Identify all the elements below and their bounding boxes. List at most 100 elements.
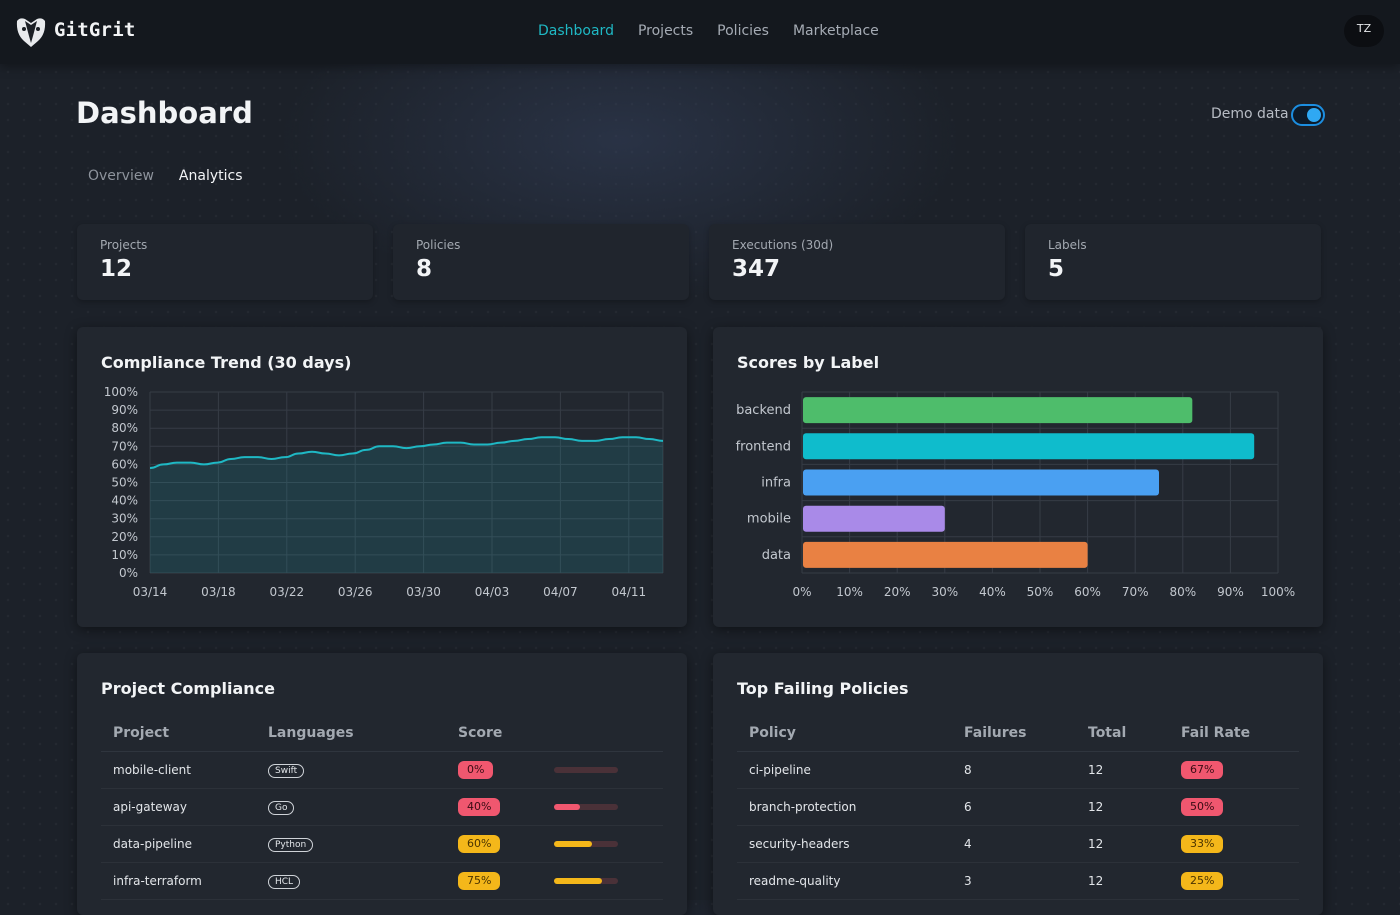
x-tick-label: 70% bbox=[1122, 585, 1149, 599]
score-badge: 0% bbox=[458, 761, 494, 779]
policy-name[interactable]: ci-pipeline bbox=[737, 751, 952, 789]
stat-card-executions: Executions (30d) 347 bbox=[709, 224, 1005, 300]
table-row[interactable]: api-gateway Go 40% bbox=[101, 788, 663, 826]
y-tick-label: 30% bbox=[111, 512, 138, 526]
score-badge: 75% bbox=[458, 872, 501, 890]
x-tick-label: 03/14 bbox=[133, 585, 168, 599]
policy-name[interactable]: security-headers bbox=[737, 825, 952, 863]
table-row[interactable]: security-headers 4 12 33% bbox=[737, 825, 1299, 863]
x-tick-label: 50% bbox=[1027, 585, 1054, 599]
demo-data-toggle[interactable] bbox=[1291, 104, 1325, 126]
x-tick-label: 03/22 bbox=[270, 585, 305, 599]
score-bar-cell bbox=[542, 825, 663, 863]
column-header[interactable]: Policy bbox=[737, 715, 952, 752]
category-label: backend bbox=[736, 403, 791, 418]
y-tick-label: 40% bbox=[111, 494, 138, 508]
card-title: Scores by Label bbox=[737, 353, 880, 372]
tab-overview[interactable]: Overview bbox=[88, 168, 154, 184]
stat-label: Labels bbox=[1048, 238, 1087, 252]
tab-analytics[interactable]: Analytics bbox=[178, 168, 243, 184]
stat-label: Executions (30d) bbox=[732, 238, 834, 252]
card-title: Compliance Trend (30 days) bbox=[101, 353, 352, 372]
x-tick-label: 90% bbox=[1217, 585, 1244, 599]
bar-data[interactable] bbox=[803, 541, 1088, 568]
score-progress-fill bbox=[554, 841, 593, 847]
bar-frontend[interactable] bbox=[803, 433, 1255, 460]
column-header[interactable]: Project bbox=[101, 715, 256, 752]
table-header-row: Policy Failures Total Fail Rate bbox=[737, 715, 1299, 752]
y-tick-label: 0% bbox=[119, 566, 138, 580]
table-row[interactable]: readme-quality 3 12 25% bbox=[737, 862, 1299, 900]
failures-count: 4 bbox=[952, 825, 1076, 863]
project-name[interactable]: infra-terraform bbox=[101, 862, 256, 900]
score-cell: 0% bbox=[446, 751, 542, 789]
user-avatar[interactable]: TZ bbox=[1344, 15, 1384, 47]
score-bar-cell bbox=[542, 862, 663, 900]
x-tick-label: 60% bbox=[1074, 585, 1101, 599]
column-header[interactable]: Failures bbox=[952, 715, 1076, 752]
card-title: Top Failing Policies bbox=[737, 679, 909, 698]
column-header[interactable]: Fail Rate bbox=[1169, 715, 1299, 752]
policy-name[interactable]: readme-quality bbox=[737, 862, 952, 900]
bar-backend[interactable] bbox=[803, 397, 1193, 424]
table-row[interactable]: data-pipeline Python 60% bbox=[101, 825, 663, 863]
trend-area bbox=[150, 437, 663, 573]
x-tick-label: 20% bbox=[884, 585, 911, 599]
project-name[interactable]: mobile-client bbox=[101, 751, 256, 789]
y-tick-label: 90% bbox=[111, 403, 138, 417]
fail-rate-cell: 25% bbox=[1169, 862, 1299, 900]
column-header[interactable]: Total bbox=[1076, 715, 1169, 752]
language-tag: Go bbox=[268, 801, 295, 815]
category-label: infra bbox=[761, 476, 791, 491]
table-row[interactable]: mobile-client Swift 0% bbox=[101, 751, 663, 789]
top-failing-policies-table: Policy Failures Total Fail Rate ci-pipel… bbox=[737, 715, 1299, 900]
scores-by-label-card: Scores by Label 0% 10% 20% 30% 40% 50% 60% 70% 8… bbox=[713, 327, 1323, 627]
compliance-trend-card: Compliance Trend (30 days) 0% 10% 20% 30% 40… bbox=[77, 327, 687, 627]
nav-policies[interactable]: Policies bbox=[717, 23, 769, 39]
y-tick-label: 60% bbox=[111, 457, 138, 471]
nav-dashboard[interactable]: Dashboard bbox=[538, 23, 614, 39]
fail-rate-badge: 25% bbox=[1181, 872, 1224, 890]
x-tick-label: 10% bbox=[836, 585, 863, 599]
page-title: Dashboard bbox=[76, 96, 253, 130]
compliance-trend-chart: 0% 10% 20% 30% 40% 50% 60% 70% 80% 90% 100% 03/14 03… bbox=[104, 385, 664, 599]
main-nav: Dashboard Projects Policies Marketplace bbox=[538, 23, 879, 39]
y-tick-label: 10% bbox=[111, 548, 138, 562]
table-header-row: Project Languages Score bbox=[101, 715, 663, 752]
brand-name[interactable]: GitGrit bbox=[54, 19, 136, 41]
stat-value: 12 bbox=[100, 256, 133, 282]
nav-projects[interactable]: Projects bbox=[637, 23, 694, 39]
toggle-knob bbox=[1307, 108, 1321, 122]
column-header[interactable]: Score bbox=[446, 715, 542, 752]
project-name[interactable]: api-gateway bbox=[101, 788, 256, 826]
total-count: 12 bbox=[1076, 862, 1169, 900]
project-name[interactable]: data-pipeline bbox=[101, 825, 256, 863]
stat-card-labels: Labels 5 bbox=[1025, 224, 1321, 300]
stat-value: 347 bbox=[732, 256, 781, 282]
score-cell: 75% bbox=[446, 862, 542, 900]
trend-line bbox=[149, 436, 664, 470]
fail-rate-badge: 67% bbox=[1181, 761, 1224, 779]
badger-logo-icon[interactable] bbox=[14, 14, 48, 48]
table-row[interactable]: branch-protection 6 12 50% bbox=[737, 788, 1299, 826]
stat-card-projects: Projects 12 bbox=[77, 224, 373, 300]
trend-grid bbox=[149, 391, 664, 574]
x-tick-label: 04/03 bbox=[475, 585, 510, 599]
score-cell: 40% bbox=[446, 788, 542, 826]
score-progress-bar bbox=[554, 804, 618, 810]
x-tick-label: 03/30 bbox=[406, 585, 441, 599]
y-tick-label: 50% bbox=[111, 476, 138, 490]
policy-name[interactable]: branch-protection bbox=[737, 788, 952, 826]
x-tick-label: 80% bbox=[1169, 585, 1196, 599]
scores-by-label-chart: 0% 10% 20% 30% 40% 50% 60% 70% 80% 90% 100% backend… bbox=[736, 391, 1295, 599]
score-bar-cell bbox=[542, 751, 663, 789]
x-tick-label: 04/07 bbox=[543, 585, 578, 599]
x-tick-label: 40% bbox=[979, 585, 1006, 599]
nav-marketplace[interactable]: Marketplace bbox=[792, 23, 879, 39]
score-progress-bar bbox=[554, 878, 618, 884]
bar-infra[interactable] bbox=[803, 469, 1159, 496]
bar-mobile[interactable] bbox=[803, 505, 945, 532]
table-row[interactable]: infra-terraform HCL 75% bbox=[101, 862, 663, 900]
column-header[interactable]: Languages bbox=[256, 715, 446, 752]
table-row[interactable]: ci-pipeline 8 12 67% bbox=[737, 751, 1299, 789]
